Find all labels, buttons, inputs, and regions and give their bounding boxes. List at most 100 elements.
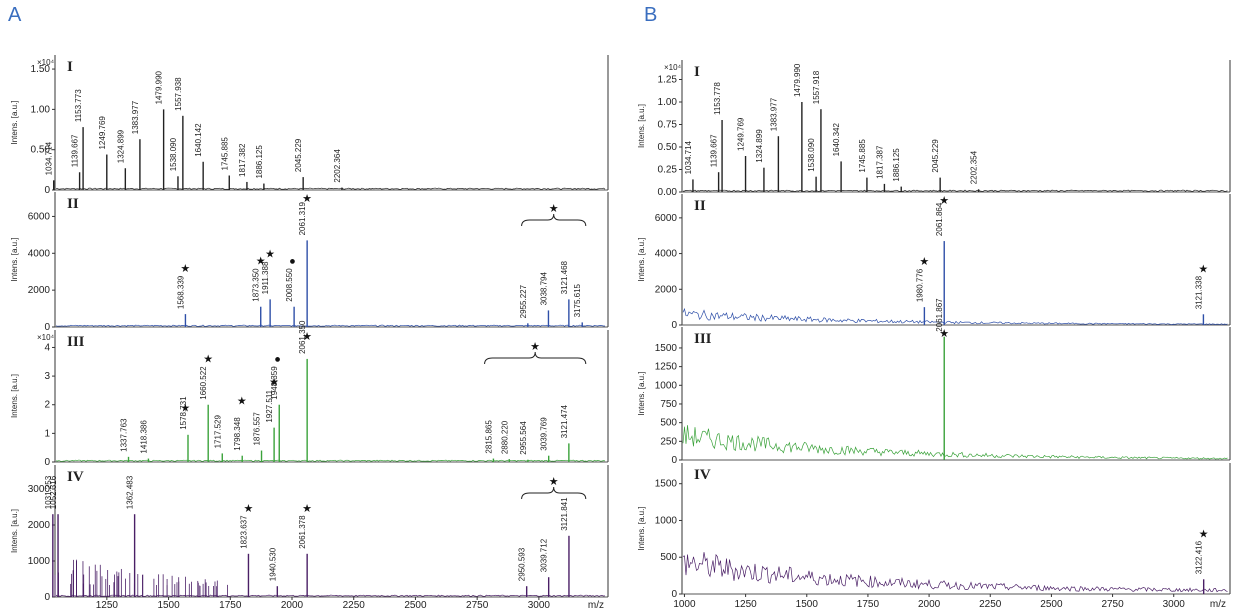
peak-label: 1479.990 — [155, 70, 164, 104]
peak-label: 1817.387 — [875, 145, 884, 179]
y-axis-title: Intens. [a.u.] — [10, 509, 19, 553]
peak-label: 3121.338 — [1194, 275, 1203, 309]
star-marker: ★ — [256, 256, 266, 268]
peak-label: 3121.468 — [560, 260, 569, 294]
x-axis-unit: m/z — [588, 600, 604, 610]
x-tick-label: 2000 — [918, 599, 941, 610]
y-tick-label: 1000 — [655, 515, 678, 526]
peak-label: 1873.350 — [252, 268, 261, 302]
y-tick-label: 250 — [660, 436, 677, 447]
y-tick-label: 4 — [44, 342, 50, 353]
baseline-trace-a-iv — [55, 594, 606, 597]
peak-label: 2950.593 — [518, 547, 527, 581]
star-marker: ★ — [1198, 263, 1208, 275]
y-tick-label: 0 — [44, 592, 50, 603]
x-tick-label: 2500 — [1040, 599, 1063, 610]
peak-label: 1745.885 — [858, 139, 867, 173]
peak-label: 1798.348 — [233, 417, 242, 451]
peak-label: 2008.550 — [285, 268, 294, 302]
peak-group-bracket — [484, 351, 587, 365]
y-axis-title: Intens. [a.u.] — [637, 371, 646, 415]
y-tick-label: 2000 — [655, 284, 678, 295]
y-multiplier: ×10⁴ — [37, 58, 55, 67]
dot-marker: ● — [289, 256, 296, 268]
star-marker: ★ — [530, 341, 540, 353]
peak-label: 1153.778 — [713, 82, 722, 115]
peak-label: 1031.253 — [44, 475, 53, 509]
peak-label: 1940.530 — [268, 547, 277, 581]
peak-label: 1249.769 — [98, 116, 107, 150]
peak-label: 1557.918 — [812, 70, 821, 104]
y-tick-label: 0.25 — [658, 165, 678, 176]
y-multiplier: ×10⁴ — [664, 63, 682, 72]
y-tick-label: 2000 — [28, 520, 51, 531]
star-marker: ★ — [243, 503, 253, 515]
y-tick-label: 3 — [44, 371, 50, 382]
peak-label: 3122.416 — [1195, 540, 1204, 574]
peak-label: 1557.938 — [174, 77, 183, 111]
x-tick-label: 1000 — [673, 599, 696, 610]
y-tick-label: 1500 — [655, 343, 678, 354]
y-tick-label: 500 — [660, 552, 677, 563]
y-axis-title: Intens. [a.u.] — [10, 237, 19, 281]
baseline-trace-b-i — [682, 189, 1228, 192]
peak-label: 1927.511 — [265, 389, 274, 422]
peak-label: 2045.229 — [294, 138, 303, 172]
peak-label: 1578.731 — [179, 396, 188, 430]
peak-label: 1717.529 — [213, 414, 222, 448]
subplot-label-a-i: I — [67, 59, 73, 75]
peak-label: 1034.714 — [684, 140, 693, 174]
baseline-trace-b-ii — [682, 307, 1228, 325]
peak-label: 1337.763 — [120, 418, 129, 452]
peak-label: 1383.977 — [131, 100, 140, 134]
peak-label: 2061.867 — [935, 298, 944, 332]
peak-label: 1362.483 — [126, 475, 135, 509]
panel-label-a: A — [8, 4, 22, 26]
star-marker: ★ — [919, 256, 929, 268]
peak-label: 2955.227 — [519, 284, 528, 318]
dot-marker: ● — [274, 354, 281, 366]
peak-label: 3038.794 — [539, 271, 548, 305]
y-tick-label: 0 — [671, 455, 677, 466]
y-tick-label: 0.50 — [658, 142, 678, 153]
y-tick-label: 2 — [44, 400, 50, 411]
x-tick-label: 1500 — [157, 600, 180, 610]
y-tick-label: 1250 — [655, 362, 678, 373]
peak-label: 1324.899 — [116, 129, 125, 163]
peak-label: 1153.773 — [74, 89, 83, 122]
y-multiplier: ×10⁴ — [37, 333, 55, 342]
peak-label: 1745.885 — [220, 137, 229, 171]
y-tick-label: 1 — [44, 428, 50, 439]
y-tick-label: 0 — [44, 322, 50, 333]
x-tick-label: 2000 — [281, 600, 304, 610]
peak-label: 1886.125 — [892, 148, 901, 182]
peak-label: 1660.522 — [199, 366, 208, 400]
star-marker: ★ — [1199, 528, 1209, 540]
y-tick-label: 1.50 — [31, 64, 51, 75]
peak-label: 1538.090 — [807, 138, 816, 172]
y-axis-title: Intens. [a.u.] — [637, 104, 646, 148]
peak-label: 1249.769 — [737, 117, 746, 151]
y-axis-title: Intens. [a.u.] — [10, 374, 19, 418]
peak-label: 1568.339 — [176, 275, 185, 309]
peak-label: 1886.125 — [255, 145, 264, 179]
x-tick-label: 2250 — [979, 599, 1002, 610]
peak-label: 1640.342 — [832, 122, 841, 156]
peak-label: 2202.354 — [970, 150, 979, 184]
y-tick-label: 0 — [44, 185, 50, 196]
star-marker: ★ — [939, 328, 949, 340]
y-tick-label: 1000 — [28, 556, 51, 567]
y-tick-label: 0.50 — [31, 145, 51, 156]
y-tick-label: 6000 — [28, 211, 51, 222]
y-tick-label: 1.25 — [658, 75, 678, 86]
peak-label: 3121.841 — [560, 497, 569, 531]
x-tick-label: 1750 — [857, 599, 880, 610]
peak-label: 1139.667 — [71, 134, 80, 167]
peak-label: 2955.564 — [519, 421, 528, 455]
baseline-trace-a-ii — [55, 324, 605, 327]
panel-label-b: B — [644, 4, 658, 26]
y-tick-label: 1000 — [655, 380, 678, 391]
peak-label: 1948.359 — [270, 366, 279, 400]
